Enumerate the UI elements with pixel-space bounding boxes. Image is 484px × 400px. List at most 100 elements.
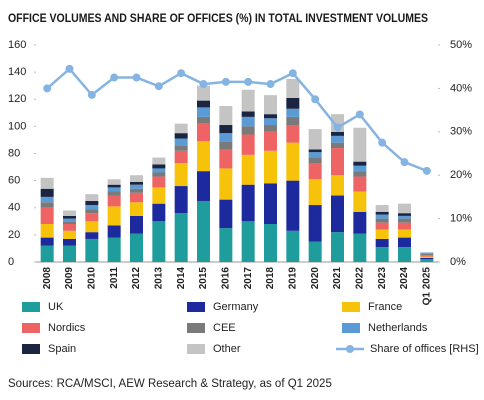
share-line xyxy=(46,67,428,173)
bar-segment xyxy=(152,157,166,165)
bar-segment xyxy=(264,114,277,119)
bar-segment xyxy=(152,221,166,262)
bar-segment xyxy=(197,141,210,172)
legend-label: CEE xyxy=(213,322,236,334)
bar-segment xyxy=(286,142,300,181)
bar-segment xyxy=(353,191,367,212)
bar-segment xyxy=(85,205,99,210)
share-marker xyxy=(355,110,364,119)
bar-segment xyxy=(130,215,143,234)
bar-segment xyxy=(331,148,344,176)
share-marker xyxy=(221,77,230,86)
bar-segment xyxy=(375,238,389,248)
bar-segment xyxy=(219,125,233,134)
x-tick-label: 2009 xyxy=(64,267,75,290)
bar-segment xyxy=(308,129,322,150)
bar-segment xyxy=(353,176,367,192)
x-tick-label: 2021 xyxy=(332,267,343,290)
y-tick-label: 0 xyxy=(8,256,14,268)
bar-segment xyxy=(398,218,411,223)
bar-segment xyxy=(85,221,99,233)
legend-swatch xyxy=(22,323,40,333)
share-marker xyxy=(110,73,119,82)
bar-segment xyxy=(375,229,389,239)
bar-segment xyxy=(107,195,121,207)
bar-segment xyxy=(219,149,233,169)
bar-segment xyxy=(398,229,411,238)
x-tick-label: 2013 xyxy=(153,267,164,290)
bar-segment xyxy=(40,188,54,197)
x-tick-label: 2020 xyxy=(310,267,321,290)
bar-segment xyxy=(398,203,411,214)
x-tick-label: 2022 xyxy=(354,267,365,290)
bar-segment xyxy=(130,233,143,262)
bar-segment xyxy=(420,257,434,260)
share-marker xyxy=(422,166,431,175)
bar-segment xyxy=(264,118,277,126)
bar-segment xyxy=(219,168,233,200)
bar-segment xyxy=(219,141,233,150)
bar-segment xyxy=(331,142,344,149)
bar-segment xyxy=(107,184,121,188)
share-marker xyxy=(199,80,208,89)
y2-tick-label: 20% xyxy=(450,169,472,181)
bar-segment xyxy=(420,255,434,257)
bar-segment xyxy=(353,233,367,262)
share-marker xyxy=(132,73,141,82)
bar-segment xyxy=(197,116,210,124)
bar-segment xyxy=(152,176,166,188)
bar-segment xyxy=(85,232,99,239)
bar-segment xyxy=(286,97,300,109)
bar-segment xyxy=(40,245,54,262)
x-tick-label: 2008 xyxy=(42,267,53,290)
share-marker xyxy=(400,158,409,167)
bar-segment xyxy=(264,131,277,151)
bar-segment xyxy=(130,181,143,185)
bar-segment xyxy=(241,184,255,222)
bar-segment xyxy=(174,123,188,134)
bar-segment xyxy=(353,165,367,172)
bar-segment xyxy=(85,200,99,206)
legend-marker xyxy=(346,345,354,353)
y-tick-label: 100 xyxy=(8,120,26,132)
bar-segment xyxy=(107,191,121,196)
bar-segment xyxy=(152,164,166,169)
bar-segment xyxy=(40,196,54,203)
share-marker xyxy=(266,80,275,89)
bar-segment xyxy=(398,215,411,219)
bar-segment xyxy=(331,232,344,262)
y-tick-label: 140 xyxy=(8,66,26,78)
bar-segment xyxy=(85,238,99,262)
share-marker xyxy=(177,69,186,78)
bar-segment xyxy=(130,188,143,193)
bar-segment xyxy=(308,152,322,158)
legend-label: Netherlands xyxy=(368,322,428,334)
bar-segment xyxy=(197,123,210,142)
bar-segment xyxy=(353,171,367,177)
y2-tick-label: 0% xyxy=(450,256,466,268)
legend-swatch xyxy=(22,302,40,312)
y2-tick-label: 30% xyxy=(450,126,472,138)
legend-swatch xyxy=(22,344,40,354)
bar-segment xyxy=(264,224,277,262)
bar-segment xyxy=(264,183,277,225)
bar-segment xyxy=(40,237,54,246)
bar-segment xyxy=(331,131,344,136)
bar-segment xyxy=(420,252,434,254)
bar-segment xyxy=(63,245,76,262)
x-tick-label: 2018 xyxy=(265,267,276,290)
share-marker xyxy=(43,84,52,93)
bar-segment xyxy=(398,213,411,216)
bar-segment xyxy=(63,218,76,222)
legend-label: France xyxy=(368,301,402,313)
x-tick-label: 2023 xyxy=(377,267,388,290)
bar-segment xyxy=(308,205,322,242)
bar-segment xyxy=(286,78,300,98)
bar-segment xyxy=(331,135,344,143)
bar-segment xyxy=(264,150,277,184)
bar-segment xyxy=(308,149,322,153)
legend-swatch xyxy=(342,323,360,333)
x-tick-label: 2019 xyxy=(287,267,298,290)
bar-segment xyxy=(107,187,121,192)
x-tick-label: 2017 xyxy=(243,267,254,290)
